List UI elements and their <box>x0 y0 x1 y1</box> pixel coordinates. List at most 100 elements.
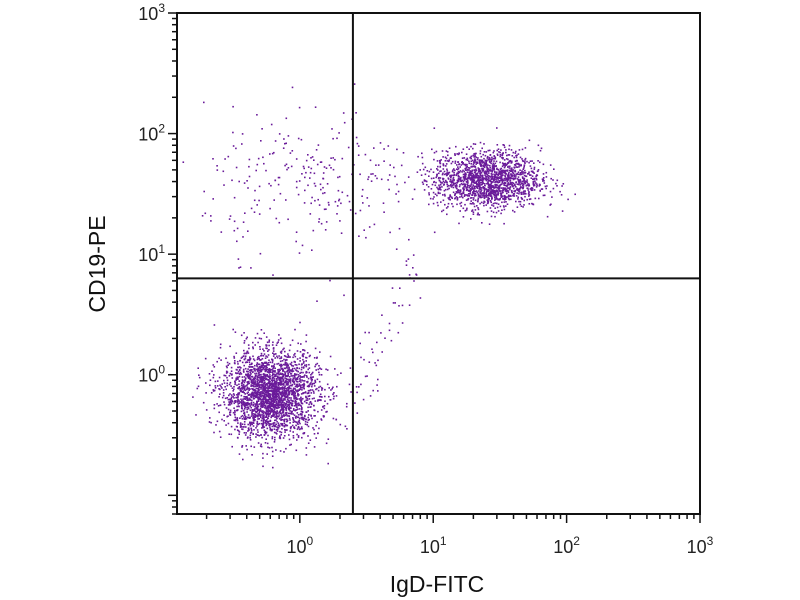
data-point <box>247 387 249 390</box>
data-point <box>392 302 395 304</box>
data-point <box>307 392 310 394</box>
data-point <box>511 175 514 177</box>
data-point <box>528 203 531 205</box>
data-point <box>480 201 483 204</box>
data-point <box>285 375 287 377</box>
data-point <box>239 422 242 424</box>
data-point <box>212 198 214 200</box>
data-point <box>464 209 467 212</box>
data-point <box>277 176 280 179</box>
data-point <box>281 367 283 370</box>
data-point <box>305 411 308 413</box>
data-point <box>264 388 266 390</box>
data-point <box>272 365 275 367</box>
data-point <box>309 439 312 441</box>
data-point <box>537 160 539 162</box>
data-point <box>270 402 272 405</box>
data-point <box>457 177 460 180</box>
data-point <box>248 374 250 376</box>
data-point <box>296 358 299 360</box>
data-point <box>336 213 338 215</box>
data-point <box>478 183 480 186</box>
data-point <box>445 174 448 177</box>
data-point <box>337 176 339 179</box>
data-point <box>523 167 525 169</box>
data-point <box>251 412 253 415</box>
data-point <box>502 157 504 159</box>
data-point <box>282 370 284 372</box>
data-point <box>291 410 293 413</box>
data-point <box>240 401 243 404</box>
data-point <box>278 368 280 371</box>
data-point <box>533 168 536 170</box>
data-point <box>466 194 469 196</box>
data-point <box>256 425 258 427</box>
data-point <box>443 173 446 176</box>
data-point <box>268 182 270 185</box>
data-point <box>485 161 487 164</box>
data-point <box>317 198 319 201</box>
data-point <box>463 170 465 173</box>
data-point <box>442 177 444 180</box>
x-tick-label: 101 <box>420 534 447 557</box>
data-point <box>253 397 256 400</box>
data-point <box>240 407 243 409</box>
data-point <box>483 143 485 145</box>
data-point <box>517 183 520 186</box>
data-point <box>258 357 260 360</box>
data-point <box>242 368 245 371</box>
data-point <box>424 173 427 176</box>
data-point <box>283 422 286 424</box>
data-point <box>289 152 292 154</box>
data-point <box>469 192 472 194</box>
data-point <box>235 379 237 381</box>
data-point <box>326 383 329 386</box>
data-point <box>253 384 255 386</box>
data-point <box>290 384 292 387</box>
data-point <box>497 179 499 181</box>
data-point <box>283 387 286 390</box>
data-point <box>240 410 243 413</box>
data-point <box>442 194 444 196</box>
data-point <box>246 381 249 383</box>
data-point <box>256 364 258 366</box>
data-point <box>266 453 268 455</box>
data-point <box>274 396 276 399</box>
data-point <box>210 421 212 424</box>
data-point <box>213 389 216 392</box>
data-point <box>408 274 411 276</box>
data-point <box>502 144 504 146</box>
data-point <box>246 416 249 419</box>
data-point <box>523 193 525 195</box>
data-point <box>288 376 291 378</box>
data-point <box>301 389 303 391</box>
data-point <box>479 202 481 205</box>
data-point <box>269 412 271 415</box>
data-point <box>282 407 284 409</box>
data-point <box>278 425 281 427</box>
data-point <box>486 159 488 162</box>
data-point <box>237 372 239 374</box>
data-point <box>283 138 285 140</box>
data-point <box>282 348 284 351</box>
data-point <box>282 147 285 149</box>
data-point <box>294 328 296 331</box>
data-point <box>521 197 523 200</box>
data-point <box>317 389 320 392</box>
data-point <box>230 401 232 404</box>
data-point <box>303 383 306 386</box>
data-point <box>294 388 296 390</box>
data-point <box>300 368 303 371</box>
data-point <box>313 446 316 448</box>
data-point <box>272 393 274 395</box>
data-point <box>260 370 263 373</box>
data-point <box>260 434 262 436</box>
data-point <box>464 175 466 177</box>
data-point <box>319 393 322 396</box>
data-point <box>303 380 306 382</box>
data-point <box>226 384 229 387</box>
data-point <box>238 402 240 405</box>
data-point <box>238 387 240 390</box>
data-point <box>243 397 246 400</box>
